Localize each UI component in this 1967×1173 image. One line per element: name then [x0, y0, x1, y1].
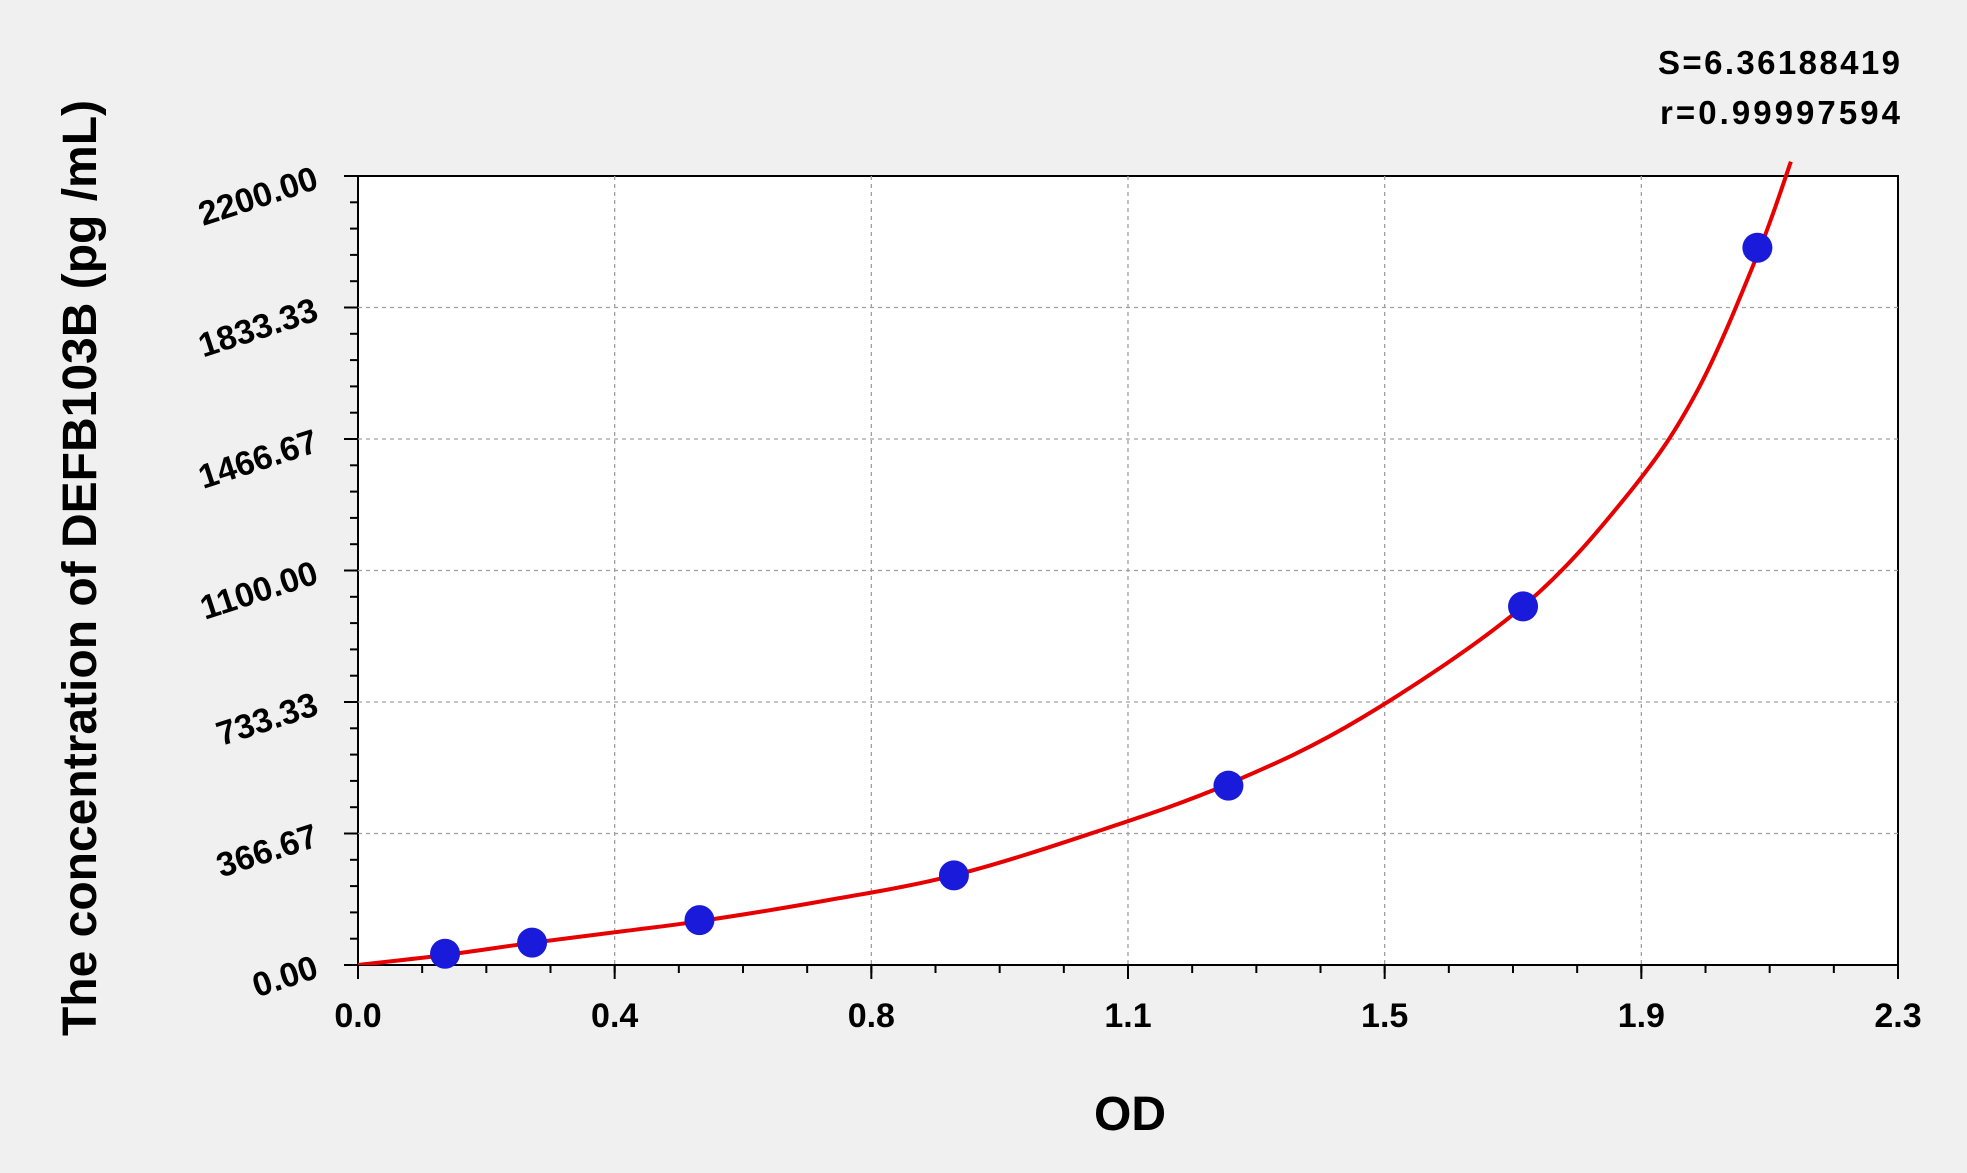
fit-curve: [358, 161, 1793, 965]
data-point: [517, 927, 548, 958]
x-axis-title: OD: [1094, 1088, 1166, 1141]
data-point: [1742, 232, 1773, 263]
data-point: [684, 905, 715, 936]
x-tick-label: 2.3: [1874, 997, 1921, 1035]
data-point: [938, 860, 969, 891]
slope-annotation: S=6.36188419: [1658, 44, 1900, 81]
x-tick-label: 1.5: [1361, 997, 1408, 1035]
x-tick-label: 0.8: [848, 997, 895, 1035]
x-tick-label: 1.1: [1104, 997, 1151, 1035]
data-point: [1213, 770, 1244, 801]
data-point: [1508, 591, 1539, 622]
x-tick-label: 0.0: [334, 997, 381, 1035]
x-tick-label: 0.4: [591, 997, 638, 1035]
y-axis-title: The concentration of DEFB103B (pg /mL): [54, 100, 107, 1036]
data-point: [430, 938, 461, 969]
x-tick-label: 1.9: [1618, 997, 1665, 1035]
correlation-annotation: r=0.99997594: [1660, 94, 1901, 131]
